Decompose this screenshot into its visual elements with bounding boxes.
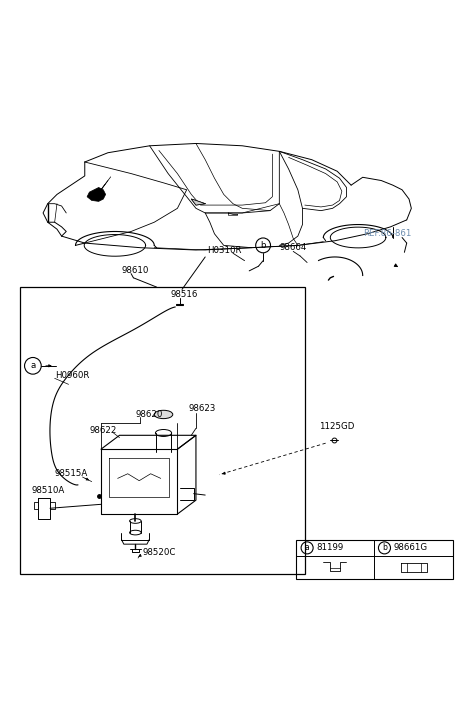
Text: H0960R: H0960R — [55, 371, 89, 379]
Text: a: a — [30, 361, 35, 370]
Text: 98515A: 98515A — [55, 469, 88, 478]
Text: H0310R: H0310R — [207, 246, 242, 254]
Text: 98610: 98610 — [122, 266, 149, 276]
Text: 98664: 98664 — [279, 244, 307, 252]
Text: REF.86-861: REF.86-861 — [363, 229, 411, 238]
Polygon shape — [87, 188, 106, 201]
Text: b: b — [382, 543, 387, 553]
Text: 98623: 98623 — [189, 404, 216, 414]
Text: 98520C: 98520C — [143, 547, 176, 557]
Bar — [295, 539, 453, 579]
Text: 81199: 81199 — [316, 543, 343, 553]
Ellipse shape — [154, 410, 173, 419]
Text: 98620: 98620 — [136, 410, 163, 419]
Text: b: b — [260, 241, 266, 250]
Polygon shape — [192, 199, 205, 205]
Text: 98510A: 98510A — [32, 486, 65, 495]
Bar — [20, 287, 305, 574]
Text: 98622: 98622 — [89, 426, 117, 435]
Text: 1125GD: 1125GD — [319, 422, 354, 430]
Text: 98516: 98516 — [171, 291, 198, 300]
Text: a: a — [305, 543, 309, 553]
Text: 98661G: 98661G — [394, 543, 428, 553]
